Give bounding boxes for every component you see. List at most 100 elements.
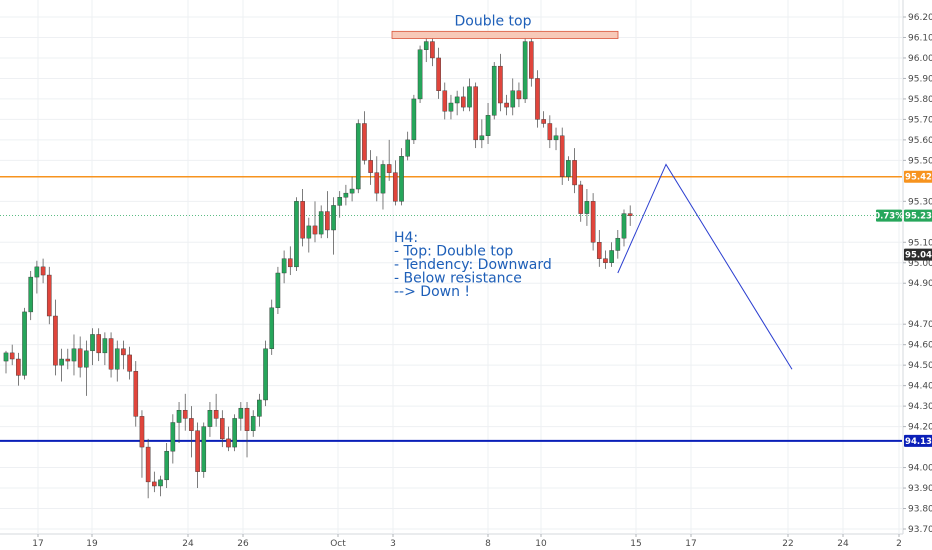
candle-body bbox=[96, 334, 101, 354]
candle-body bbox=[541, 119, 546, 124]
time-axis[interactable]: 17 19 24 26 Oct 3 8 10 15 17 22 24 2 bbox=[32, 534, 902, 549]
candle-body bbox=[71, 348, 77, 362]
candle-body bbox=[244, 407, 250, 431]
double-top-zone bbox=[391, 30, 619, 39]
time-tick-label: 19 bbox=[86, 539, 98, 549]
candle-body bbox=[448, 102, 454, 112]
candle-body bbox=[473, 86, 478, 141]
candle-body bbox=[343, 192, 349, 198]
candle-body bbox=[294, 201, 299, 268]
candle-body bbox=[529, 41, 534, 79]
price-tick-label: 94.00 bbox=[908, 464, 932, 474]
candle-body bbox=[510, 90, 516, 108]
candle-body bbox=[547, 123, 553, 141]
candle-body bbox=[114, 348, 120, 370]
candle-body bbox=[504, 102, 509, 108]
candle-body bbox=[393, 172, 398, 202]
price-tick-label: 93.90 bbox=[908, 484, 932, 494]
candle-body bbox=[491, 65, 497, 116]
candle-body bbox=[9, 352, 15, 360]
time-tick-label: 15 bbox=[630, 539, 641, 549]
candle-body bbox=[442, 90, 448, 112]
prev-close-price-badge bbox=[904, 248, 932, 261]
candle-body bbox=[201, 426, 207, 472]
candle-body bbox=[139, 416, 145, 448]
candle-body bbox=[133, 371, 139, 417]
candle-body bbox=[621, 213, 627, 239]
candle-body bbox=[368, 160, 373, 173]
candle-body bbox=[430, 41, 435, 59]
candle-body bbox=[590, 201, 596, 243]
candle-body bbox=[615, 237, 621, 251]
chart-annotation: H4:- Top: Double top- Tendency: Downward… bbox=[394, 230, 552, 300]
support-price-badge bbox=[904, 434, 932, 447]
annotation-line: --> Down ! bbox=[394, 284, 470, 300]
candle-body bbox=[535, 78, 540, 120]
candle-body bbox=[250, 416, 256, 431]
candle-body bbox=[84, 350, 89, 368]
candle-body bbox=[207, 410, 213, 427]
annotation-line: H4: bbox=[394, 230, 418, 246]
price-axis[interactable]: 96.20 96.10 96.00 95.90 95.80 95.70 95.60 95.50… bbox=[903, 13, 932, 535]
price-tick-label: 95.80 bbox=[908, 95, 932, 105]
candle-body bbox=[516, 90, 522, 100]
candle-body bbox=[77, 348, 83, 368]
candle-body bbox=[269, 307, 275, 349]
candle-body bbox=[121, 348, 126, 356]
candle-body bbox=[65, 358, 71, 362]
candle-body bbox=[461, 96, 466, 108]
annotation-line: - Tendency: Downward bbox=[394, 257, 552, 273]
time-tick-label: 22 bbox=[782, 539, 793, 549]
candle-body bbox=[572, 160, 577, 186]
time-tick-label: 17 bbox=[32, 539, 43, 549]
candle-body bbox=[22, 311, 27, 376]
price-tick-label: 93.80 bbox=[908, 505, 932, 515]
annotation-line: - Below resistance bbox=[394, 271, 522, 287]
candle-body bbox=[213, 410, 219, 419]
candle-body bbox=[559, 135, 565, 177]
price-level-lines bbox=[0, 175, 902, 442]
candle-body bbox=[46, 274, 52, 317]
price-tick-label: 95.70 bbox=[908, 115, 932, 125]
candle-body bbox=[596, 242, 602, 259]
current-price-badge-label: 95.23 bbox=[905, 212, 932, 222]
candle-body bbox=[152, 481, 157, 487]
candle-body bbox=[127, 354, 132, 372]
change-percent-badge bbox=[876, 209, 902, 222]
price-tick-label: 94.60 bbox=[908, 341, 932, 351]
candle-body bbox=[59, 358, 64, 366]
candle-body bbox=[386, 164, 392, 173]
price-tick-label: 96.00 bbox=[908, 54, 932, 64]
candle-body bbox=[362, 123, 367, 161]
time-tick-label: 17 bbox=[685, 539, 696, 549]
candle-body bbox=[90, 334, 95, 352]
candle-body bbox=[53, 315, 58, 366]
candle-body bbox=[34, 266, 40, 278]
time-tick-label: 10 bbox=[535, 539, 547, 549]
current-price-badge bbox=[904, 209, 932, 222]
candle-body bbox=[263, 348, 268, 401]
candle-body bbox=[16, 358, 21, 376]
candle-body bbox=[603, 258, 608, 263]
time-tick-label: 3 bbox=[390, 539, 396, 549]
candle-body bbox=[158, 479, 163, 487]
candle-body bbox=[306, 225, 312, 239]
price-tick-label: 94.20 bbox=[908, 423, 932, 433]
candle-body bbox=[3, 352, 9, 362]
candle-body bbox=[578, 184, 584, 214]
candle-body bbox=[102, 338, 108, 354]
candle-body bbox=[300, 201, 305, 239]
candle-body bbox=[423, 41, 429, 50]
candle-body bbox=[325, 211, 330, 231]
price-tick-label: 94.70 bbox=[908, 320, 932, 330]
price-tick-label: 94.30 bbox=[908, 402, 932, 412]
price-tick-label: 95.30 bbox=[908, 197, 932, 207]
resistance-price-badge bbox=[904, 170, 932, 183]
price-tick-label: 96.20 bbox=[908, 13, 932, 23]
candle-body bbox=[584, 201, 590, 214]
candle-body bbox=[399, 156, 404, 202]
candle-body bbox=[349, 188, 355, 194]
time-tick-label: 2 bbox=[896, 539, 902, 549]
